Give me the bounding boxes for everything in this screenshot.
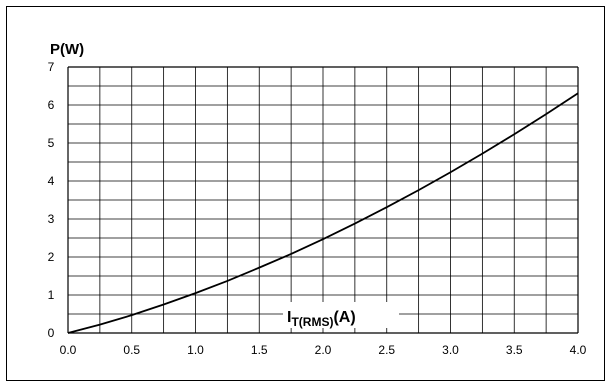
x-tick-label: 2.0 — [315, 343, 332, 357]
x-tick-label: 1.0 — [187, 343, 204, 357]
x-tick-label: 3.0 — [442, 343, 459, 357]
y-tick-label: 1 — [48, 288, 55, 302]
series-group — [67, 92, 579, 334]
y-tick-label: 3 — [48, 212, 55, 226]
y-axis-label: P(W) — [50, 41, 84, 58]
x-tick-label: 4.0 — [570, 343, 587, 357]
y-tick-label: 6 — [48, 98, 55, 112]
x-tick-label: 1.5 — [251, 343, 268, 357]
y-tick-label: 4 — [48, 174, 55, 188]
x-tick-label: 0.0 — [60, 343, 77, 357]
series-line — [67, 92, 579, 334]
y-tick-label: 5 — [48, 136, 55, 150]
y-tick-label: 2 — [48, 250, 55, 264]
tick-labels: 0.0 0.5 1.0 1.5 2.0 2.5 3.0 3.5 4.0 0 1 2 3 4 5 6 7 — [48, 60, 587, 357]
x-axis-label: IT(RMS)(A) — [283, 302, 399, 329]
x-axis-label-text: IT(RMS)(A) — [287, 309, 356, 329]
x-axis-label-background — [283, 302, 399, 328]
x-tick-label: 0.5 — [123, 343, 140, 357]
grid — [67, 66, 579, 334]
y-tick-label: 0 — [48, 326, 55, 340]
y-tick-label: 7 — [48, 60, 55, 74]
x-tick-label: 2.5 — [378, 343, 395, 357]
x-tick-label: 3.5 — [506, 343, 523, 357]
